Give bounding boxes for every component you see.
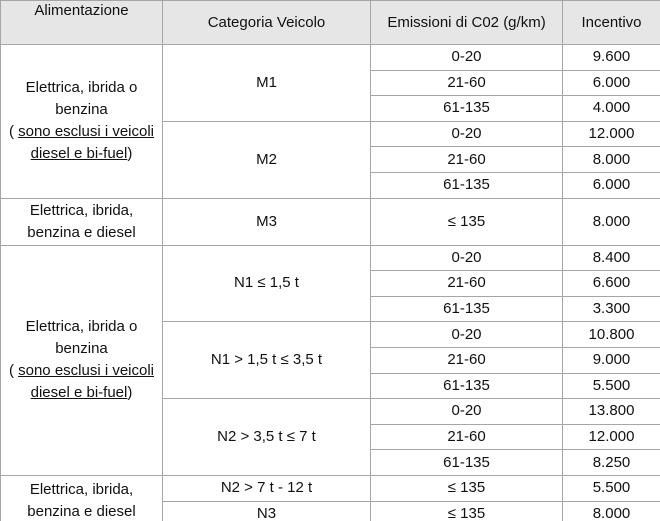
table-row: Elettrica, ibrida o benzina( sono esclus… <box>0 244 660 476</box>
emission-cell: 0-20 <box>370 321 563 348</box>
header-cell: Emissioni di C02 (g/km) <box>370 0 563 45</box>
emission-cell: 61-135 <box>370 95 563 122</box>
incentive-cell: 12.000 <box>562 120 660 148</box>
table-row: 21-60 12.000 <box>1 423 660 451</box>
category-cell: N2 > 7 t - 12 t <box>162 474 371 502</box>
incentive-cell: 9.000 <box>562 346 660 374</box>
fuel-cell: Elettrica, ibrida, benzina e diesel <box>0 474 163 521</box>
incentive-cell: 9.600 <box>562 44 660 71</box>
fuel-note: ( sono esclusi i veicoli diesel e bi-fue… <box>5 360 158 404</box>
table-row: Elettrica, ibrida o benzina( sono esclus… <box>0 44 660 199</box>
table-row: 21-60 6.000 <box>1 69 660 97</box>
category-cell: N1 > 1,5 t ≤ 3,5 t <box>162 321 371 400</box>
table-row: 61-135 8.250 <box>1 449 660 476</box>
incentive-cell: 8.000 <box>562 146 660 173</box>
emission-cell: 21-60 <box>370 346 563 374</box>
category-cell: N3 <box>162 500 371 521</box>
note-open: ( <box>8 362 14 380</box>
emission-cell: 61-135 <box>370 449 563 476</box>
incentive-cell: 6.000 <box>562 69 660 97</box>
emission-cell: ≤ 135 <box>370 474 563 502</box>
fuel-cell: Elettrica, ibrida, benzina e diesel <box>0 197 163 246</box>
emission-cell: 61-135 <box>370 171 563 199</box>
note-close: ) <box>127 384 133 402</box>
emission-cell: 21-60 <box>370 270 563 297</box>
header-cell: Incentivo <box>562 0 660 45</box>
incentive-cell: 13.800 <box>562 398 660 425</box>
table-row: 21-60 8.000 <box>1 146 660 173</box>
table-row: 21-60 6.600 <box>1 270 660 297</box>
table-row: Elettrica, ibrida, benzina e diesel M3 ≤ 1… <box>0 197 660 246</box>
table-row: M2 0-20 12.000 <box>1 120 660 199</box>
incentive-cell: 8.400 <box>562 244 660 272</box>
incentive-cell: 3.300 <box>562 295 660 323</box>
emission-cell: 0-20 <box>370 120 563 148</box>
fuel-text: Elettrica, ibrida, benzina e diesel <box>27 481 136 520</box>
fuel-cell: Elettrica, ibrida o benzina( sono esclus… <box>0 44 163 199</box>
incentive-cell: 5.500 <box>562 474 660 502</box>
fuel-text: Elettrica, ibrida, benzina e diesel <box>27 201 136 241</box>
emission-cell: 61-135 <box>370 372 563 400</box>
category-cell: M2 <box>162 120 371 199</box>
table-row: N3 ≤ 135 8.000 <box>1 500 660 521</box>
table-row: N2 > 3,5 t ≤ 7 t 0-20 13.800 <box>1 398 660 476</box>
note-open: ( <box>8 123 14 141</box>
incentive-cell: 8.250 <box>562 449 660 476</box>
incentive-cell: 6.000 <box>562 171 660 199</box>
incentive-cell: 8.000 <box>562 197 660 246</box>
category-cell: N1 ≤ 1,5 t <box>162 244 371 323</box>
fuel-text: Elettrica, ibrida o benzina <box>25 318 138 358</box>
emission-cell: 0-20 <box>370 244 563 272</box>
fuel-cell: Elettrica, ibrida o benzina( sono esclus… <box>0 244 163 476</box>
note-text: sono esclusi i veicoli diesel e bi-fuel <box>18 123 155 163</box>
incentive-cell: 4.000 <box>562 95 660 122</box>
fuel-text: Elettrica, ibrida o benzina <box>25 79 138 119</box>
incentive-cell: 10.800 <box>562 321 660 348</box>
emission-cell: 0-20 <box>370 398 563 425</box>
note-close: ) <box>127 145 133 163</box>
table-row: 61-135 5.500 <box>1 372 660 400</box>
incentive-cell: 8.000 <box>562 500 660 521</box>
table-row: N1 > 1,5 t ≤ 3,5 t 0-20 10.800 <box>1 321 660 400</box>
note-text: sono esclusi i veicoli diesel e bi-fuel <box>18 362 155 402</box>
emission-cell: ≤ 135 <box>370 197 563 246</box>
category-cell: M3 <box>162 197 371 246</box>
category-cell: N2 > 3,5 t ≤ 7 t <box>162 398 371 476</box>
fuel-note: ( sono esclusi i veicoli diesel e bi-fue… <box>5 121 158 165</box>
emission-cell: 21-60 <box>370 423 563 451</box>
emission-cell: ≤ 135 <box>370 500 563 521</box>
emission-cell: 0-20 <box>370 44 563 71</box>
incentive-cell: 12.000 <box>562 423 660 451</box>
incentive-cell: 5.500 <box>562 372 660 400</box>
table-row: 61-135 3.300 <box>1 295 660 323</box>
emission-cell: 21-60 <box>370 146 563 173</box>
emission-cell: 61-135 <box>370 295 563 323</box>
table-row: Elettrica, ibrida, benzina e diesel N2 > … <box>0 474 660 521</box>
category-cell: M1 <box>162 44 371 122</box>
incentive-cell: 6.600 <box>562 270 660 297</box>
table-row: 61-135 6.000 <box>1 171 660 199</box>
header-row: Alimentazione Categoria Veicolo Emissioni … <box>0 0 660 45</box>
emission-cell: 21-60 <box>370 69 563 97</box>
header-cell: Alimentazione <box>0 0 163 45</box>
header-cell: Categoria Veicolo <box>162 0 371 45</box>
